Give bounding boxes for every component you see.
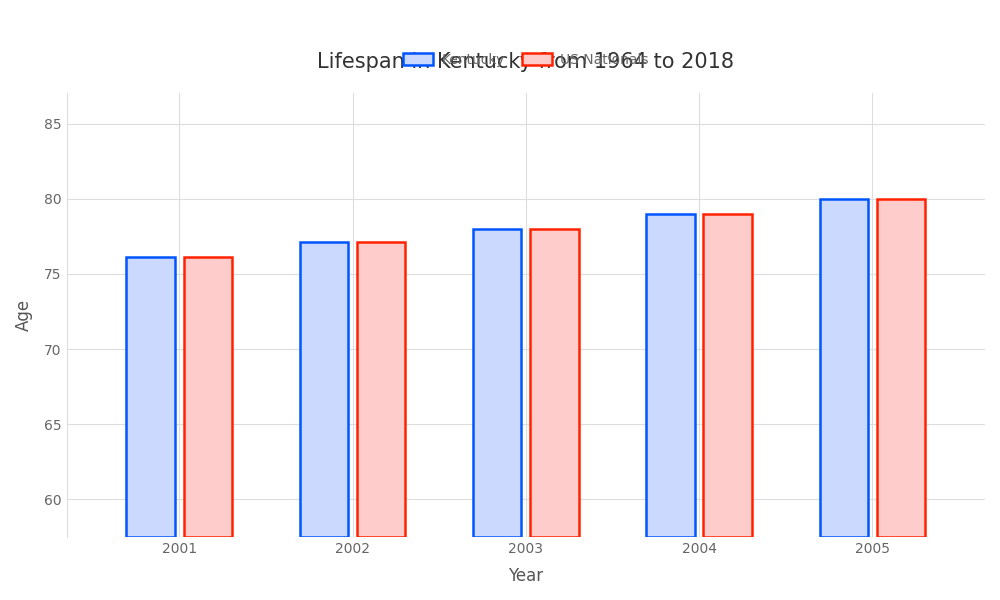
Title: Lifespan in Kentucky from 1964 to 2018: Lifespan in Kentucky from 1964 to 2018 [317, 52, 734, 73]
Bar [357, 242, 405, 537]
Bar [300, 242, 348, 537]
Bar [530, 229, 579, 537]
X-axis label: Year: Year [508, 567, 543, 585]
Bar [820, 199, 868, 537]
Bar [646, 214, 695, 537]
Bar [703, 214, 752, 537]
Bar [184, 257, 232, 537]
Legend: Kentucky, US Nationals: Kentucky, US Nationals [397, 47, 654, 73]
Bar [126, 257, 175, 537]
Bar [473, 229, 521, 537]
Bar [877, 199, 925, 537]
Y-axis label: Age: Age [15, 299, 33, 331]
